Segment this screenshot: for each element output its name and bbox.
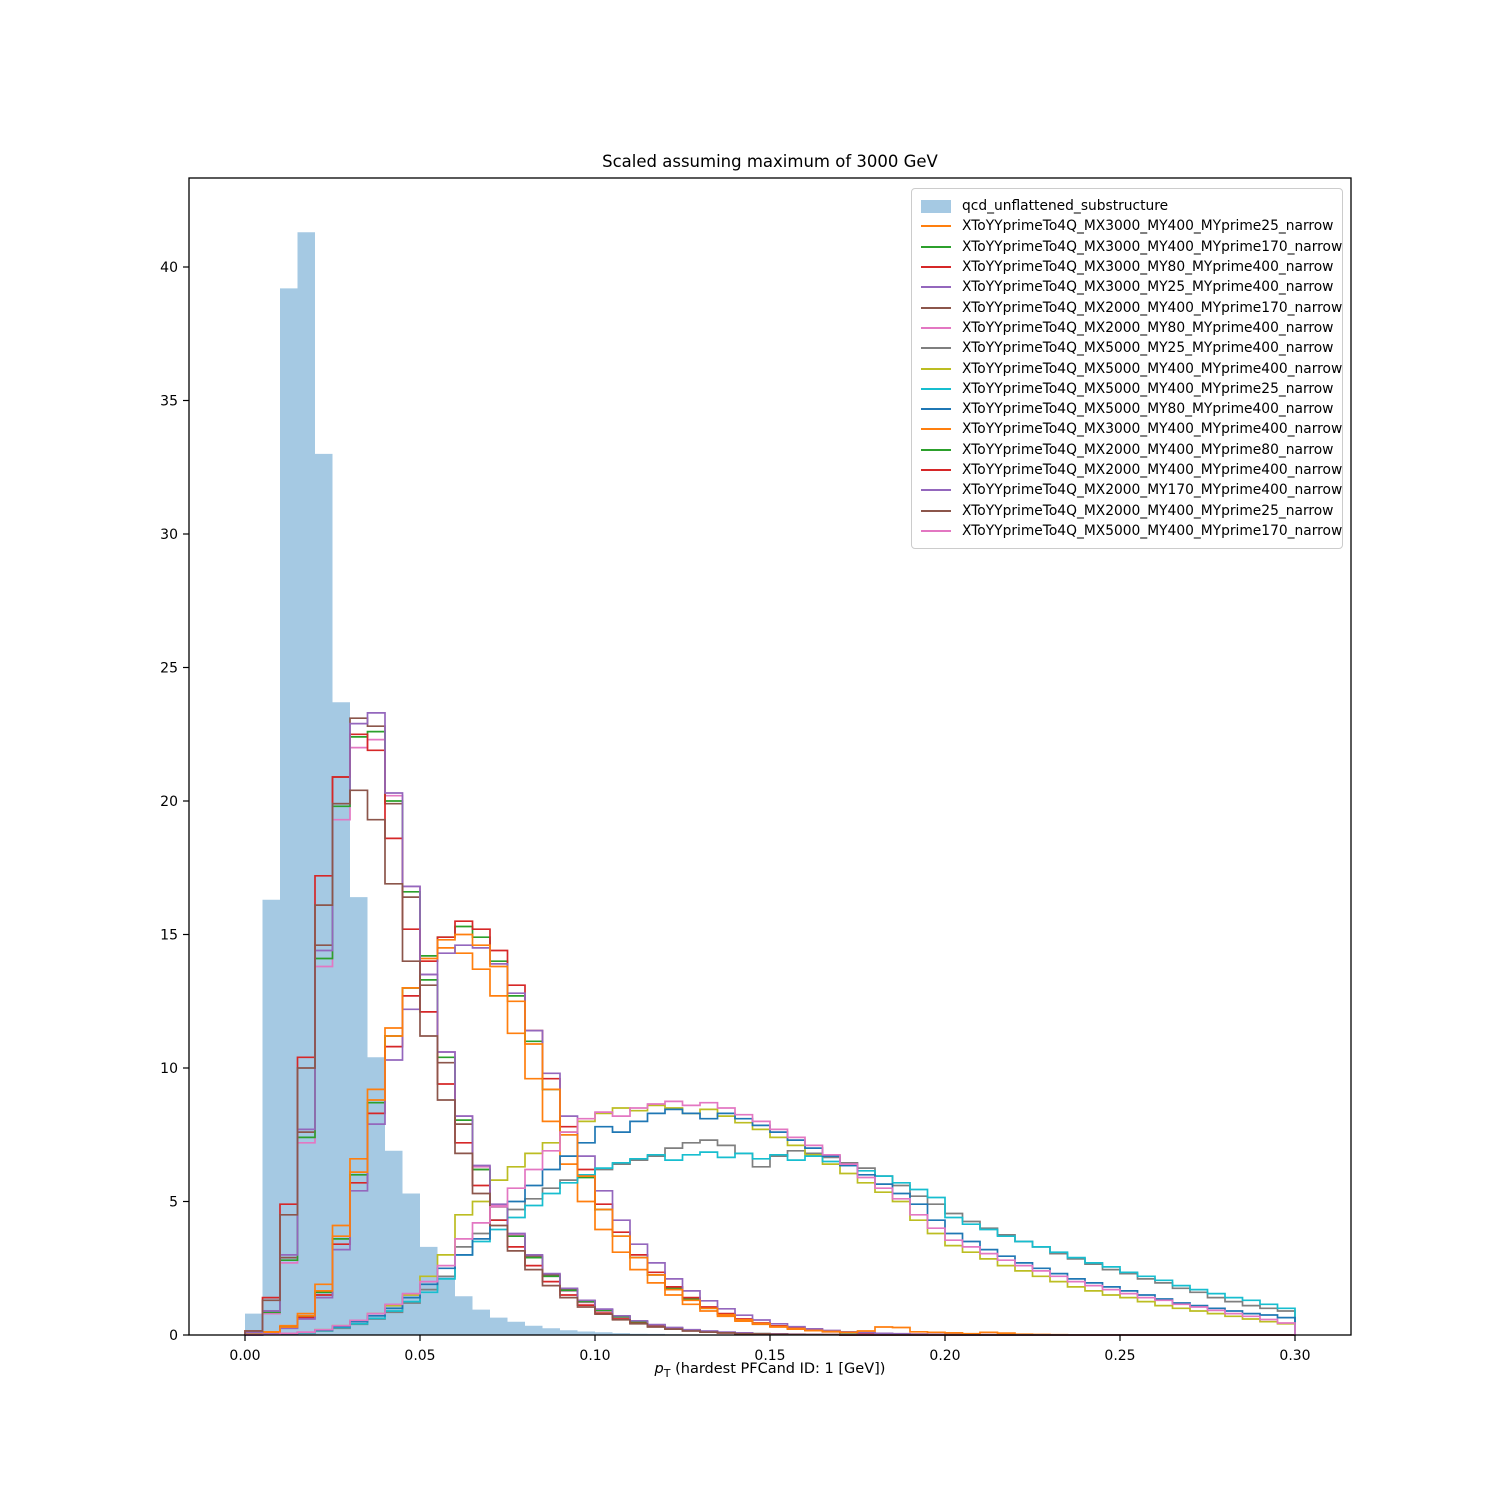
legend-label: XToYYprimeTo4Q_MX2000_MY170_MYprime400_n… bbox=[962, 482, 1343, 499]
legend-swatch bbox=[921, 428, 951, 431]
series-line-XToYYprimeTo4Q_MX5000_MY400_MYprime400_narrow bbox=[245, 1104, 1296, 1336]
x-tick-label-0.25: 0.25 bbox=[1104, 1348, 1135, 1364]
legend-entry: XToYYprimeTo4Q_MX2000_MY400_MYprime400_n… bbox=[921, 460, 1342, 480]
legend-label: XToYYprimeTo4Q_MX3000_MY400_MYprime400_n… bbox=[962, 421, 1343, 438]
legend-swatch bbox=[921, 367, 951, 370]
legend-label: XToYYprimeTo4Q_MX5000_MY400_MYprime400_n… bbox=[962, 360, 1343, 377]
legend-swatch bbox=[921, 286, 951, 289]
legend-label: qcd_unflattened_substructure bbox=[962, 198, 1169, 215]
legend-swatch bbox=[921, 306, 951, 309]
legend-label: XToYYprimeTo4Q_MX2000_MY400_MYprime25_na… bbox=[962, 502, 1334, 519]
legend-entry: XToYYprimeTo4Q_MX5000_MY80_MYprime400_na… bbox=[921, 399, 1336, 419]
legend-label: XToYYprimeTo4Q_MX3000_MY400_MYprime25_na… bbox=[962, 218, 1334, 235]
chart-title: Scaled assuming maximum of 3000 GeV bbox=[602, 152, 938, 171]
legend-swatch bbox=[921, 448, 951, 451]
legend-label: XToYYprimeTo4Q_MX5000_MY400_MYprime170_n… bbox=[962, 522, 1343, 539]
y-tick-label-0: 0 bbox=[169, 1328, 178, 1344]
legend-entry: XToYYprimeTo4Q_MX2000_MY400_MYprime25_na… bbox=[921, 500, 1336, 520]
legend-swatch bbox=[921, 326, 951, 329]
legend-swatch bbox=[921, 489, 951, 492]
x-tick-label-0.15: 0.15 bbox=[754, 1348, 785, 1364]
axes-group: 0.00 0.05 0.10 0.15 0.20 0.25 0.30 0 5 10 15 20 25 30… bbox=[160, 177, 1352, 1364]
x-tick-label-0.05: 0.05 bbox=[404, 1348, 435, 1364]
legend-entry: qcd_unflattened_substructure bbox=[921, 196, 1336, 216]
y-tick-label-25: 25 bbox=[160, 661, 178, 677]
x-tick-label-0.20: 0.20 bbox=[929, 1348, 960, 1364]
legend-label: XToYYprimeTo4Q_MX2000_MY400_MYprime80_na… bbox=[962, 441, 1334, 458]
series-line-XToYYprimeTo4Q_MX5000_MY400_MYprime170_narrow bbox=[245, 1100, 1296, 1336]
legend-swatch bbox=[921, 509, 951, 512]
legend-label: XToYYprimeTo4Q_MX5000_MY400_MYprime25_na… bbox=[962, 380, 1334, 397]
legend-entry: XToYYprimeTo4Q_MX5000_MY25_MYprime400_na… bbox=[921, 338, 1336, 358]
legend-entry: XToYYprimeTo4Q_MX3000_MY400_MYprime170_n… bbox=[921, 237, 1342, 257]
y-tick-label-10: 10 bbox=[160, 1061, 178, 1077]
legend-entry: XToYYprimeTo4Q_MX5000_MY400_MYprime400_n… bbox=[921, 358, 1342, 378]
y-tick-label-35: 35 bbox=[160, 394, 178, 410]
x-tick-label-0.10: 0.10 bbox=[579, 1348, 610, 1364]
legend-entry: XToYYprimeTo4Q_MX5000_MY400_MYprime170_n… bbox=[921, 521, 1342, 541]
legend-label: XToYYprimeTo4Q_MX5000_MY25_MYprime400_na… bbox=[962, 340, 1334, 357]
legend-entry: XToYYprimeTo4Q_MX3000_MY80_MYprime400_na… bbox=[921, 257, 1336, 277]
x-tick-label-0.00: 0.00 bbox=[229, 1348, 260, 1364]
legend: qcd_unflattened_substructure XToYYprimeTo… bbox=[911, 188, 1343, 550]
y-tick-label-15: 15 bbox=[160, 928, 178, 944]
legend-label: XToYYprimeTo4Q_MX2000_MY400_MYprime170_n… bbox=[962, 299, 1343, 316]
x-axis-label: pT (hardest PFCand ID: 1 [GeV]) bbox=[189, 1361, 1351, 1380]
legend-label: XToYYprimeTo4Q_MX3000_MY80_MYprime400_na… bbox=[962, 259, 1334, 276]
legend-swatch bbox=[921, 199, 951, 213]
legend-entry: XToYYprimeTo4Q_MX3000_MY400_MYprime25_na… bbox=[921, 216, 1336, 236]
y-tick-label-20: 20 bbox=[160, 794, 178, 810]
legend-entry: XToYYprimeTo4Q_MX3000_MY25_MYprime400_na… bbox=[921, 277, 1336, 297]
x-axis-label-rest: (hardest PFCand ID: 1 [GeV]) bbox=[670, 1361, 886, 1377]
legend-swatch bbox=[921, 266, 951, 269]
x-axis-label-subscript: T bbox=[663, 1366, 671, 1380]
legend-swatch bbox=[921, 347, 951, 350]
x-axis-label-symbol: p bbox=[654, 1361, 664, 1377]
legend-label: XToYYprimeTo4Q_MX3000_MY25_MYprime400_na… bbox=[962, 279, 1334, 296]
legend-swatch bbox=[921, 225, 951, 228]
legend-swatch bbox=[921, 245, 951, 248]
legend-entry: XToYYprimeTo4Q_MX3000_MY400_MYprime400_n… bbox=[921, 419, 1342, 439]
legend-label: XToYYprimeTo4Q_MX3000_MY400_MYprime170_n… bbox=[962, 238, 1343, 255]
legend-swatch bbox=[921, 469, 951, 471]
legend-label: XToYYprimeTo4Q_MX2000_MY80_MYprime400_na… bbox=[962, 319, 1334, 336]
legend-entry: XToYYprimeTo4Q_MX2000_MY80_MYprime400_na… bbox=[921, 318, 1336, 338]
y-tick-label-40: 40 bbox=[160, 260, 178, 276]
legend-swatch bbox=[921, 387, 951, 390]
legend-label: XToYYprimeTo4Q_MX2000_MY400_MYprime400_n… bbox=[962, 462, 1343, 478]
legend-swatch bbox=[921, 529, 951, 532]
legend-label: XToYYprimeTo4Q_MX5000_MY80_MYprime400_na… bbox=[962, 401, 1334, 418]
legend-entry: XToYYprimeTo4Q_MX2000_MY400_MYprime170_n… bbox=[921, 297, 1342, 317]
y-tick-label-30: 30 bbox=[160, 527, 178, 543]
legend-entry: XToYYprimeTo4Q_MX2000_MY170_MYprime400_n… bbox=[921, 480, 1342, 500]
legend-entry: XToYYprimeTo4Q_MX5000_MY400_MYprime25_na… bbox=[921, 379, 1336, 399]
legend-swatch bbox=[921, 408, 951, 411]
y-tick-label-5: 5 bbox=[169, 1195, 178, 1211]
x-tick-label-0.30: 0.30 bbox=[1279, 1348, 1310, 1364]
legend-entry: XToYYprimeTo4Q_MX2000_MY400_MYprime80_na… bbox=[921, 440, 1336, 460]
